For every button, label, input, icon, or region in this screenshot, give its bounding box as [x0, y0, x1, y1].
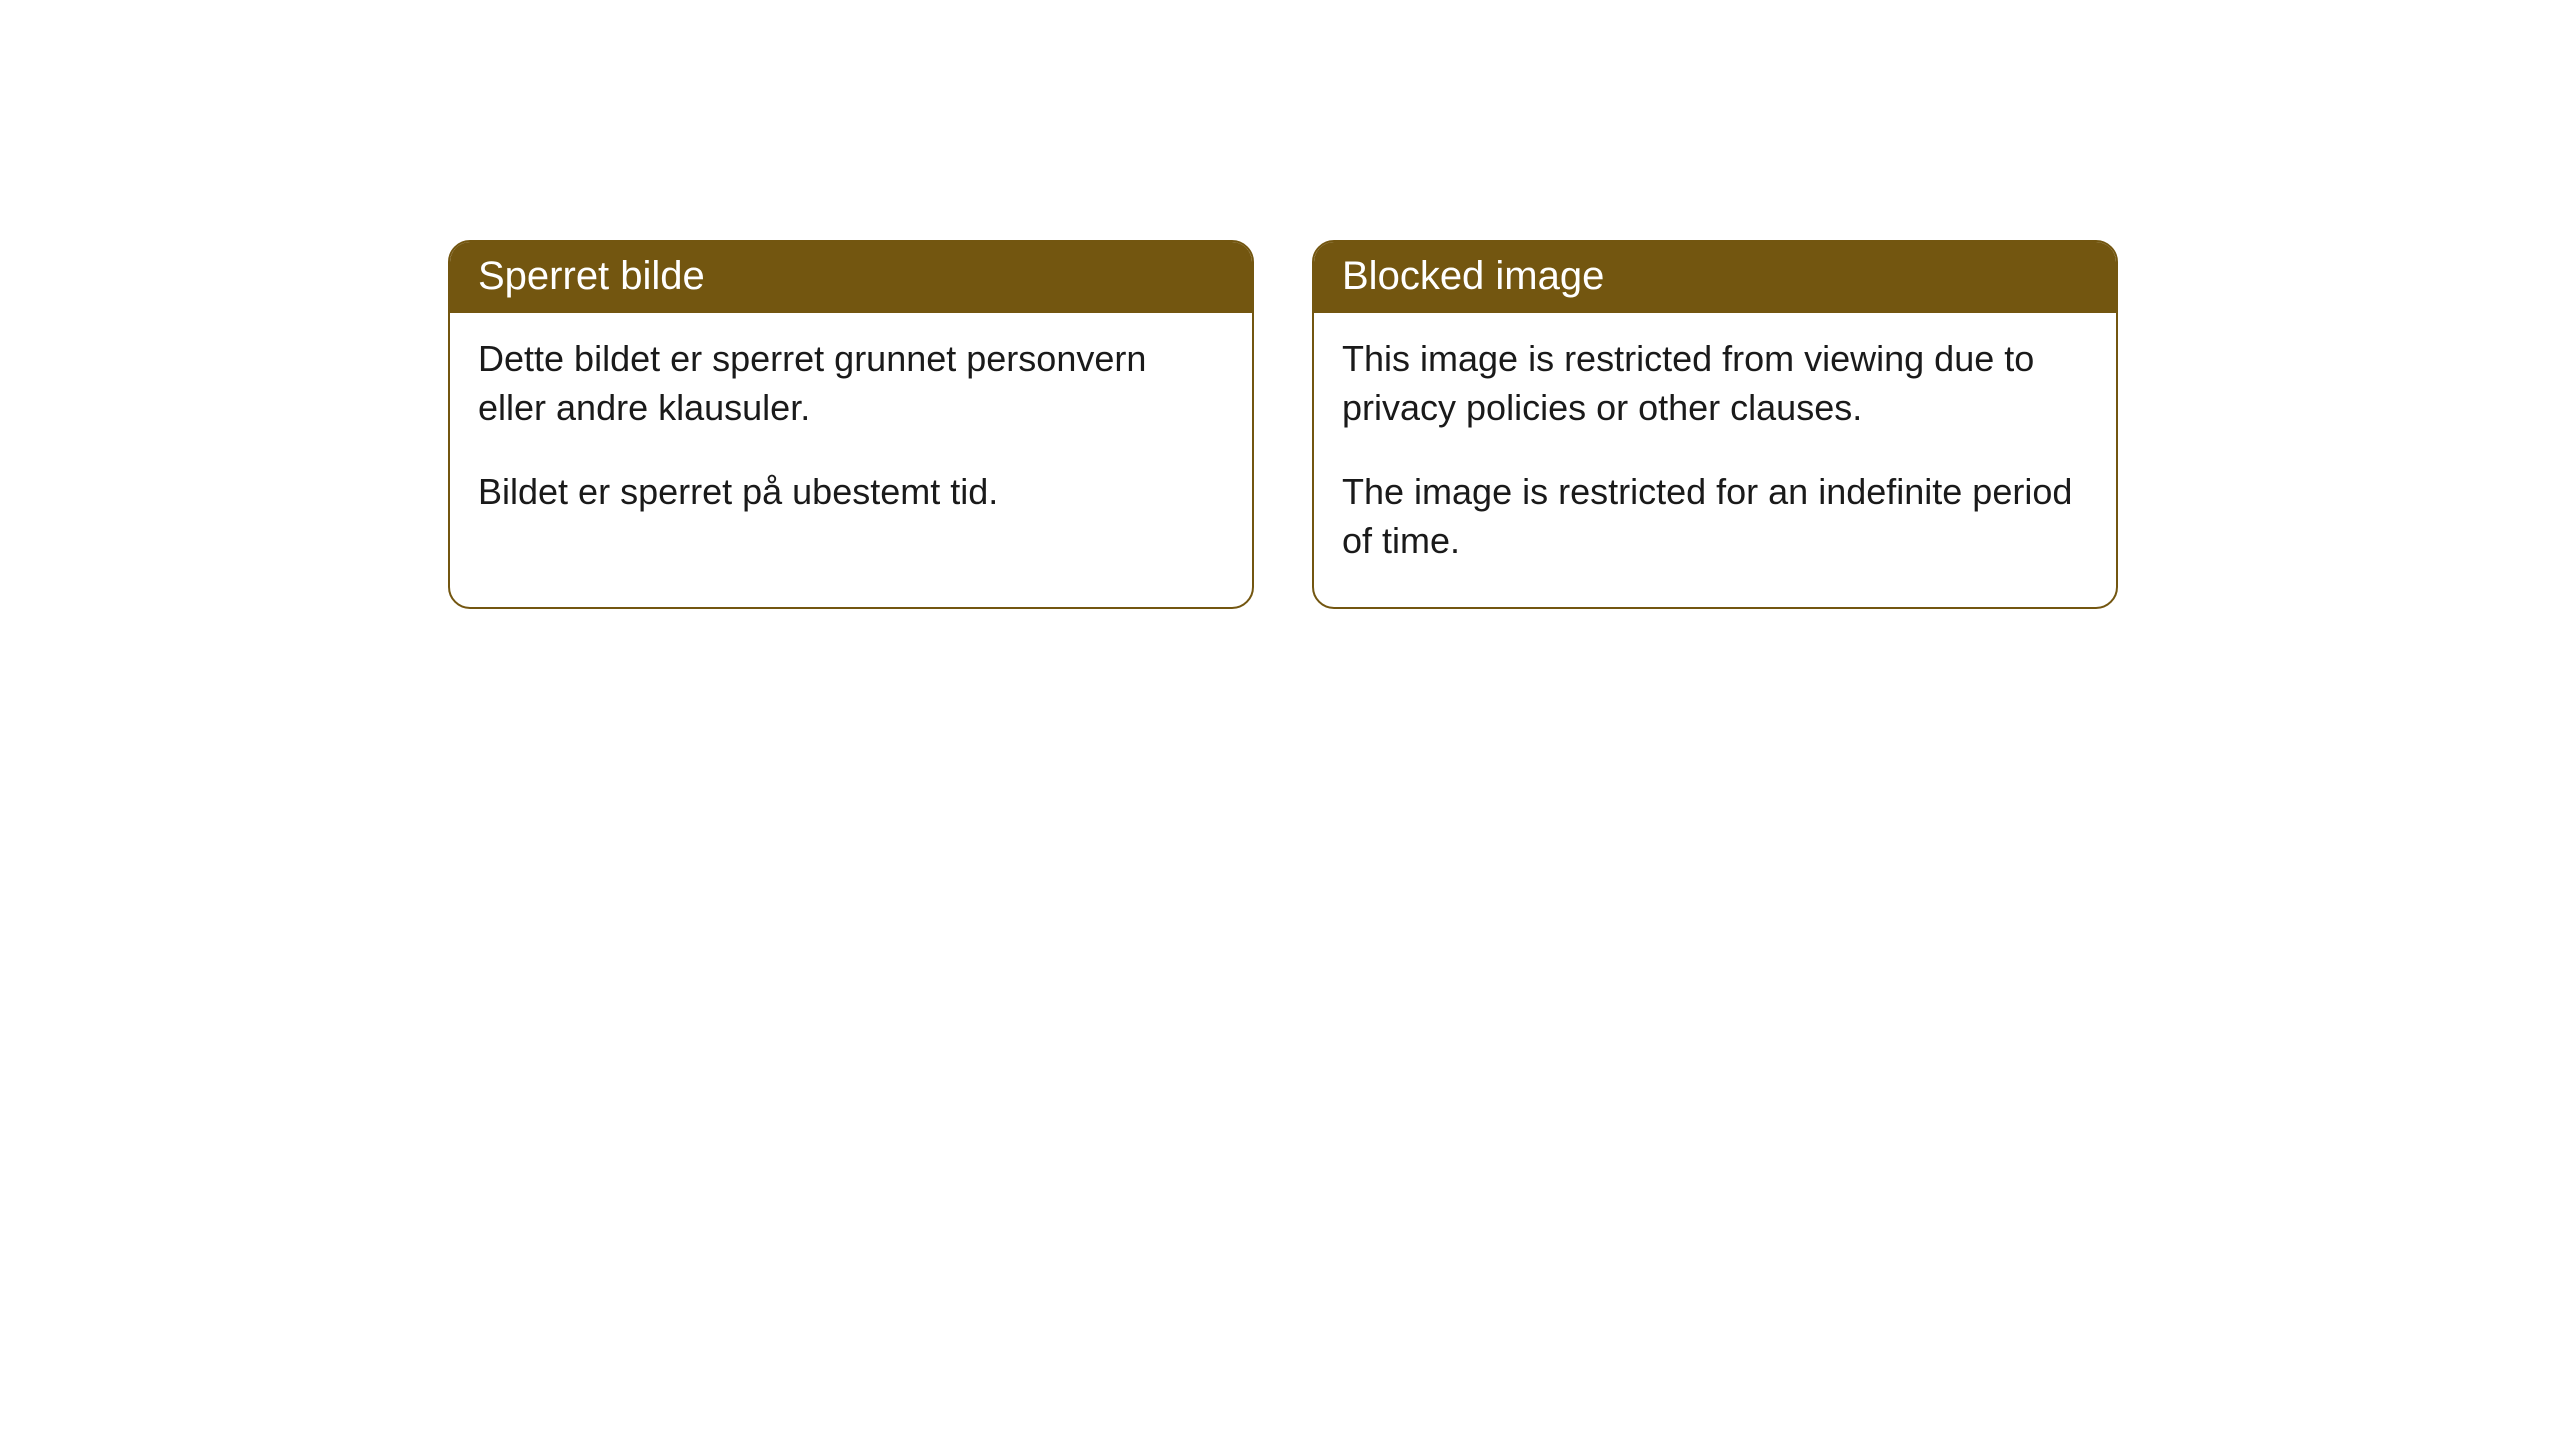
notice-container: Sperret bilde Dette bildet er sperret gr… — [448, 240, 2118, 609]
card-paragraph: This image is restricted from viewing du… — [1342, 335, 2088, 432]
card-body: This image is restricted from viewing du… — [1314, 313, 2116, 607]
card-body: Dette bildet er sperret grunnet personve… — [450, 313, 1252, 559]
card-title: Blocked image — [1342, 254, 1604, 298]
card-paragraph: The image is restricted for an indefinit… — [1342, 468, 2088, 565]
card-header: Sperret bilde — [450, 242, 1252, 313]
blocked-image-card-no: Sperret bilde Dette bildet er sperret gr… — [448, 240, 1254, 609]
card-title: Sperret bilde — [478, 254, 705, 298]
card-paragraph: Dette bildet er sperret grunnet personve… — [478, 335, 1224, 432]
blocked-image-card-en: Blocked image This image is restricted f… — [1312, 240, 2118, 609]
card-paragraph: Bildet er sperret på ubestemt tid. — [478, 468, 1224, 517]
card-header: Blocked image — [1314, 242, 2116, 313]
